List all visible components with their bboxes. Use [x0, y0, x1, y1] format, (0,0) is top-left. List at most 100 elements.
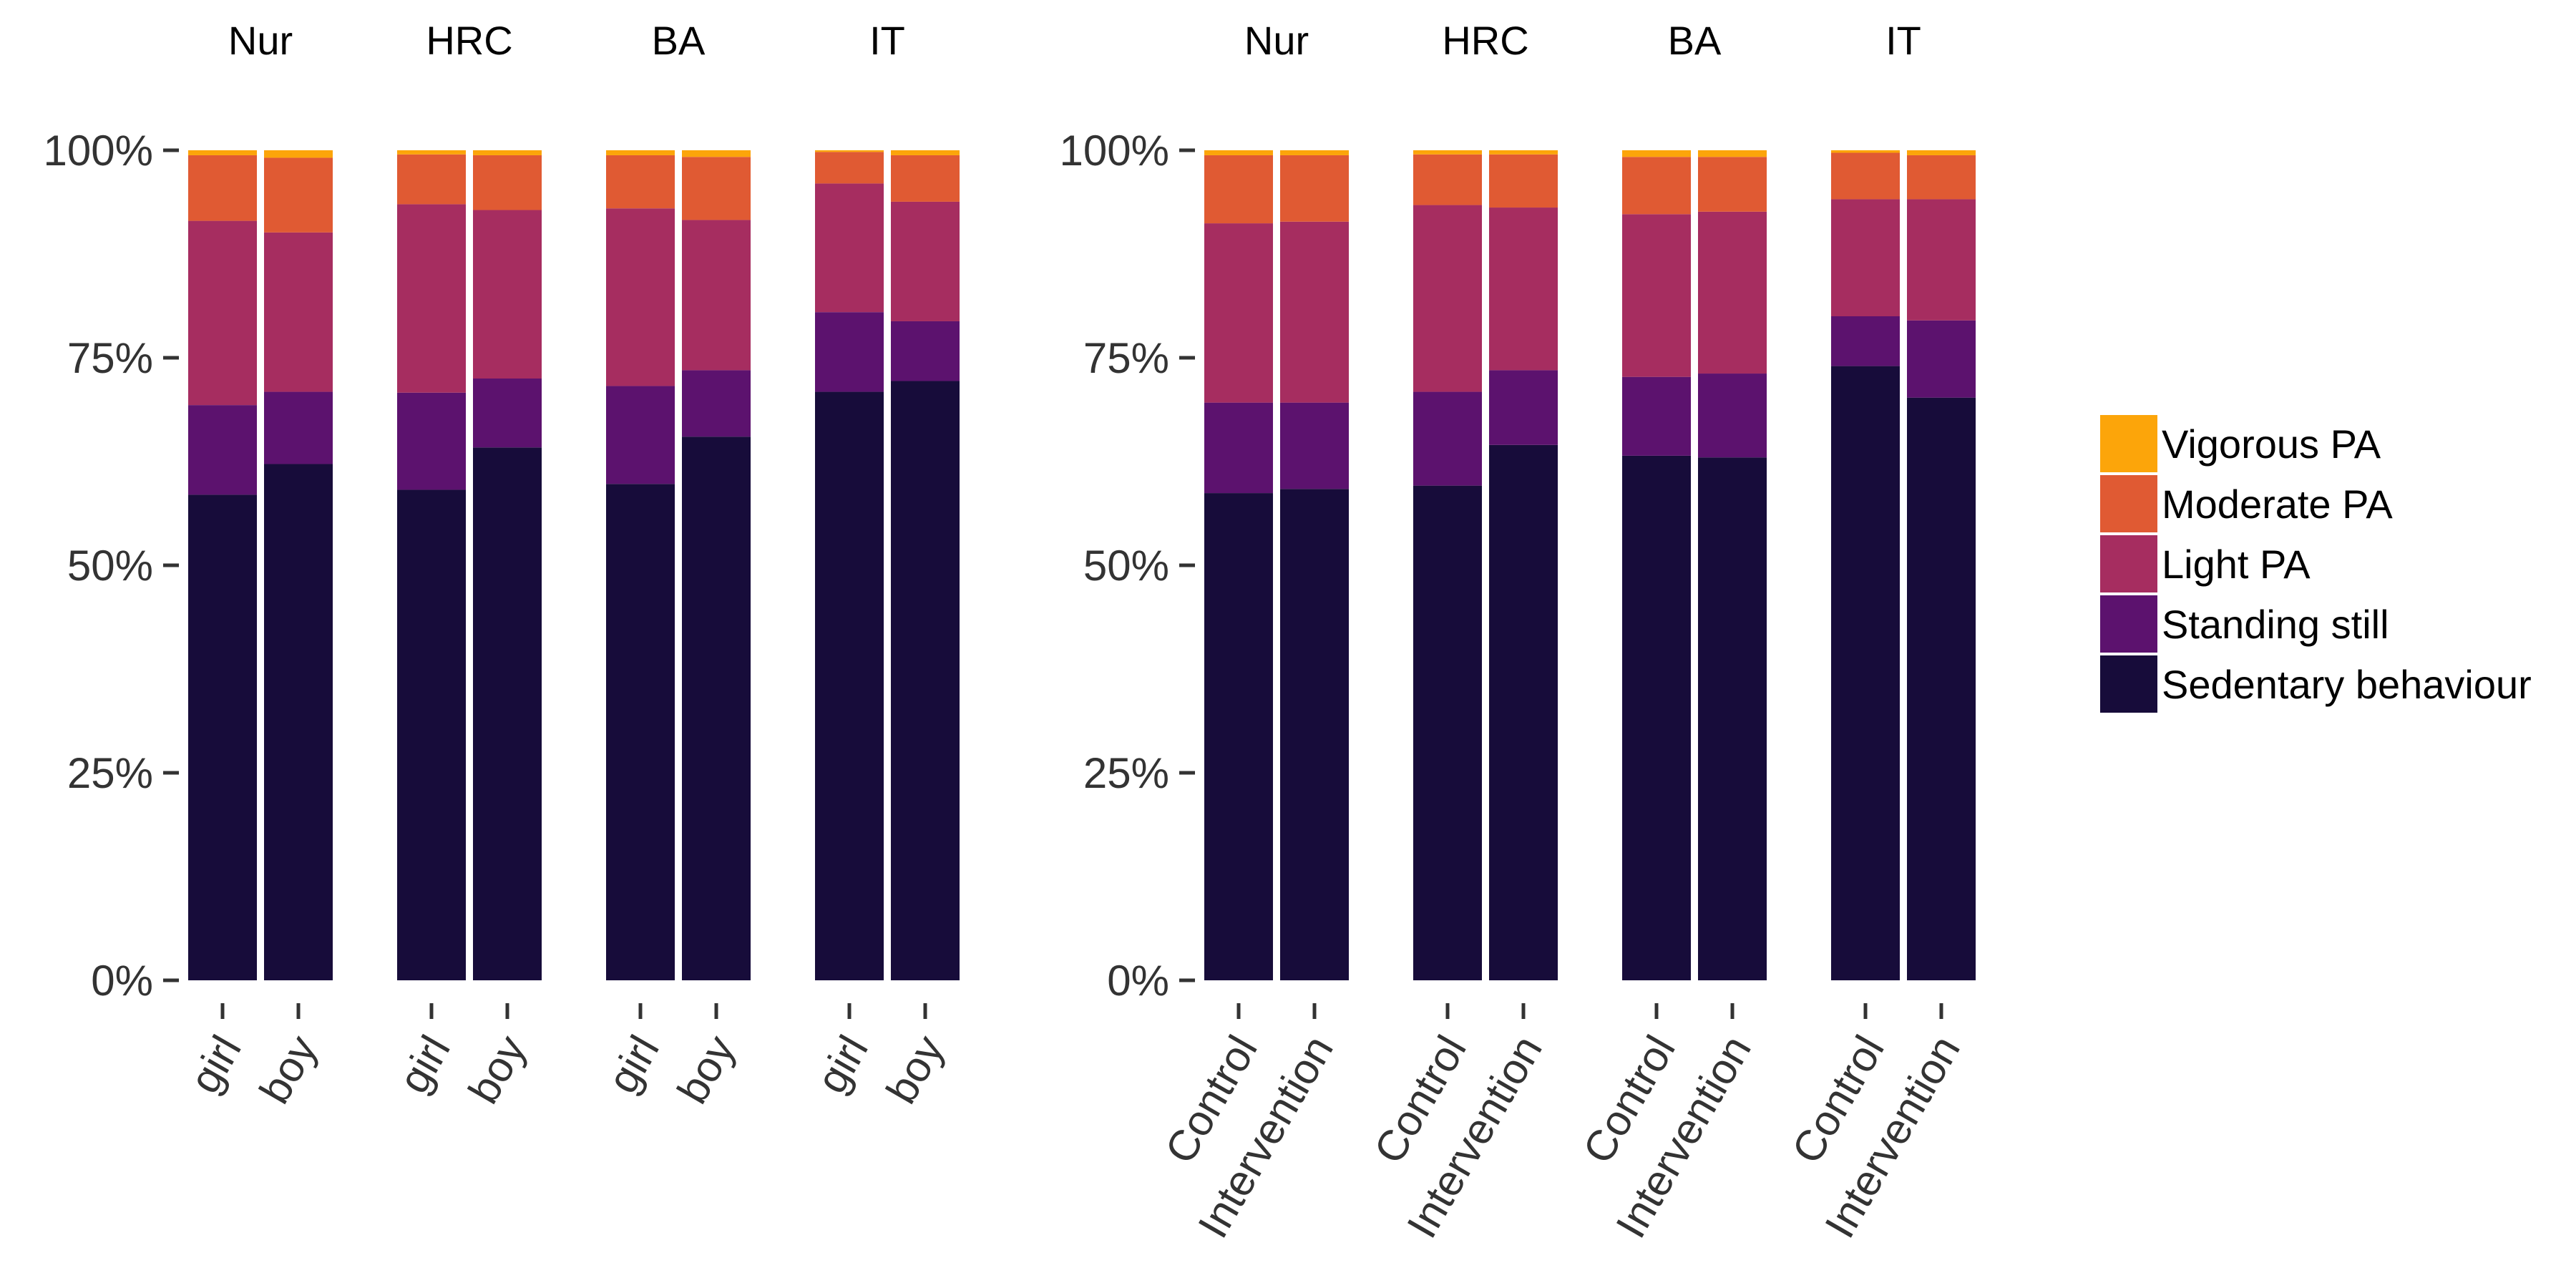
y-tick-label: 25% — [67, 749, 153, 797]
bar-segment-sedentary-behaviour — [1907, 397, 1976, 980]
bar-hrc-intervention — [1489, 150, 1558, 980]
y-tick-label: 75% — [1083, 334, 1169, 382]
x-category-label: girl — [389, 1028, 459, 1101]
legend-label: Standing still — [2162, 602, 2389, 647]
bar-segment-moderate-pa — [1280, 155, 1349, 222]
bar-segment-light-pa — [473, 210, 542, 379]
bar-segment-moderate-pa — [682, 157, 751, 220]
bar-segment-moderate-pa — [1907, 155, 1976, 200]
bar-segment-light-pa — [1280, 221, 1349, 403]
bar-segment-sedentary-behaviour — [682, 436, 751, 980]
legend-item-sedentary-behaviour: Sedentary behaviour — [2100, 655, 2532, 713]
facet-hrc: HRC girl boy — [389, 18, 542, 1111]
y-tick-label: 0% — [1107, 957, 1169, 1005]
bar-segment-moderate-pa — [891, 155, 960, 202]
facet-title: HRC — [1442, 18, 1528, 63]
y-tick-label: 50% — [1083, 542, 1169, 590]
facet-it: IT girl boy — [807, 18, 960, 1111]
bar-nur-boy — [264, 150, 333, 980]
bar-segment-moderate-pa — [815, 152, 884, 184]
x-category-label: boy — [877, 1028, 953, 1111]
bar-segment-standing-still — [188, 405, 257, 495]
bar-it-boy — [891, 150, 960, 980]
bar-segment-standing-still — [473, 379, 542, 448]
bar-segment-sedentary-behaviour — [1413, 485, 1482, 980]
bar-segment-light-pa — [397, 204, 466, 393]
facet-title: BA — [1668, 18, 1722, 63]
bar-segment-standing-still — [1907, 320, 1976, 398]
bar-segment-standing-still — [891, 321, 960, 381]
bar-segment-moderate-pa — [1698, 157, 1767, 212]
legend-label: Light PA — [2162, 542, 2311, 587]
bar-segment-sedentary-behaviour — [815, 391, 884, 980]
bar-segment-light-pa — [264, 232, 333, 392]
facet-title: BA — [652, 18, 706, 63]
bar-segment-light-pa — [891, 201, 960, 321]
x-category-label: girl — [598, 1028, 668, 1101]
bar-nur-intervention — [1280, 150, 1349, 980]
bar-segment-light-pa — [1413, 205, 1482, 392]
bar-segment-vigorous-pa — [1907, 150, 1976, 155]
bar-segment-sedentary-behaviour — [397, 489, 466, 980]
bar-hrc-boy — [473, 150, 542, 980]
bar-segment-light-pa — [815, 183, 884, 313]
legend: Vigorous PA Moderate PA Light PA Standing s… — [2100, 415, 2532, 713]
bar-segment-vigorous-pa — [891, 150, 960, 155]
bar-segment-vigorous-pa — [1831, 150, 1900, 153]
bar-segment-moderate-pa — [1413, 154, 1482, 205]
bar-segment-sedentary-behaviour — [1831, 366, 1900, 981]
bar-ba-boy — [682, 150, 751, 980]
bar-segment-moderate-pa — [1622, 157, 1691, 215]
bar-segment-sedentary-behaviour — [891, 381, 960, 980]
bar-segment-standing-still — [682, 370, 751, 437]
bar-segment-moderate-pa — [1204, 155, 1273, 224]
x-category-label: girl — [180, 1028, 250, 1101]
y-tick-label: 0% — [91, 957, 153, 1005]
y-tick-label: 25% — [1083, 749, 1169, 797]
y-tick-label: 75% — [67, 334, 153, 382]
x-category-label: boy — [459, 1028, 535, 1111]
bar-segment-moderate-pa — [473, 155, 542, 210]
bar-segment-light-pa — [682, 220, 751, 371]
x-category-label: boy — [250, 1028, 326, 1111]
bar-it-intervention — [1907, 150, 1976, 980]
bar-segment-vigorous-pa — [606, 150, 675, 155]
bar-segment-sedentary-behaviour — [1489, 444, 1558, 980]
bar-segment-standing-still — [815, 312, 884, 392]
bar-ba-girl — [606, 150, 675, 980]
legend-key — [2100, 595, 2157, 653]
bar-segment-light-pa — [1489, 208, 1558, 371]
x-category-label: girl — [807, 1028, 877, 1101]
bar-it-control — [1831, 150, 1900, 981]
bar-segment-standing-still — [1622, 376, 1691, 456]
bar-segment-moderate-pa — [1489, 154, 1558, 208]
bar-segment-standing-still — [264, 391, 333, 464]
bar-segment-standing-still — [1280, 402, 1349, 489]
bar-segment-sedentary-behaviour — [606, 484, 675, 980]
bar-segment-light-pa — [1698, 211, 1767, 374]
facet-title: HRC — [426, 18, 512, 63]
bar-hrc-control — [1413, 150, 1482, 980]
bar-segment-moderate-pa — [188, 155, 257, 221]
legend-item-standing-still: Standing still — [2100, 595, 2389, 653]
bar-segment-sedentary-behaviour — [264, 464, 333, 980]
legend-key — [2100, 535, 2157, 592]
bar-segment-sedentary-behaviour — [473, 447, 542, 980]
bar-it-girl — [815, 150, 884, 980]
bar-nur-control — [1204, 150, 1273, 980]
facet-title: IT — [869, 18, 905, 63]
bar-segment-sedentary-behaviour — [188, 494, 257, 980]
legend-item-moderate-pa: Moderate PA — [2100, 475, 2393, 532]
legend-key — [2100, 415, 2157, 472]
legend-item-light-pa: Light PA — [2100, 535, 2311, 592]
legend-key — [2100, 655, 2157, 713]
bar-segment-moderate-pa — [264, 157, 333, 233]
y-tick-label: 100% — [1060, 127, 1169, 175]
